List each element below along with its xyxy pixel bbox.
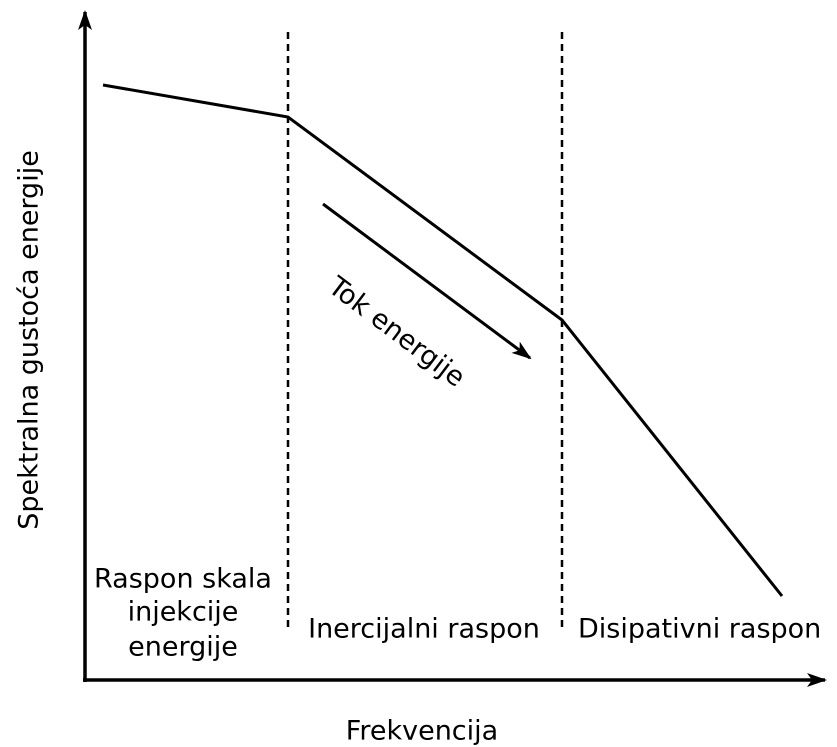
y-axis-label: Spektralna gustoća energije xyxy=(14,150,45,530)
region-label: Inercijalni raspon xyxy=(308,614,540,645)
region-label: Disipativni raspon xyxy=(578,614,821,645)
region-label: energije xyxy=(128,632,238,663)
x-axis-label: Frekvencija xyxy=(346,716,498,747)
region-label: injekcije xyxy=(128,597,239,628)
region-label: Raspon skala xyxy=(94,564,272,595)
flow-arrow xyxy=(322,202,532,360)
annotation: Tok energije xyxy=(322,270,471,393)
spectrum-curve xyxy=(102,83,784,597)
